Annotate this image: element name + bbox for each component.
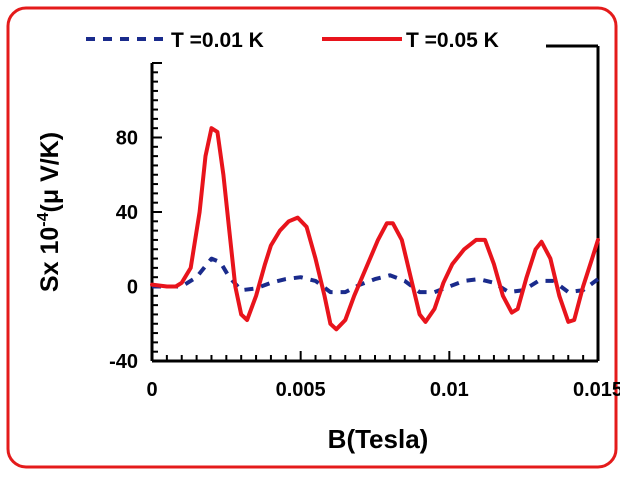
x-tick-label: 0.005 — [276, 379, 326, 401]
y-tick-label: 80 — [116, 128, 138, 150]
x-tick-label: 0.01 — [430, 379, 469, 401]
y-axis-label-unit: (μ V/K) — [36, 132, 64, 213]
x-axis-label: B(Tesla) — [328, 424, 429, 454]
series-line-1 — [150, 126, 600, 332]
series-layer — [150, 126, 600, 332]
chart-border — [6, 6, 618, 469]
y-tick-label: 0 — [127, 277, 138, 299]
legend: T =0.01 K T =0.05 K — [86, 29, 499, 52]
plot-area: -40 0 40 80 0 0.005 0.01 0.015 — [109, 44, 620, 401]
legend-label-0: T =0.01 K — [171, 29, 264, 52]
x-tick-label: 0.015 — [573, 379, 620, 401]
y-axis-label-exponent: -4 — [35, 212, 52, 226]
y-tick-label: 40 — [116, 202, 138, 224]
x-tick-label: 0 — [146, 379, 157, 401]
y-tick-label: -40 — [109, 351, 138, 373]
y-axis-label: Sx 10-4(μ V/K) — [35, 132, 64, 292]
chart-frame: -40 0 40 80 0 0.005 0.01 0.015 T =0.01 K T =0.… — [6, 6, 620, 469]
legend-label-1: T =0.05 K — [406, 29, 499, 52]
y-axis-label-main: Sx 10 — [36, 227, 64, 292]
y-ticks: -40 0 40 80 — [109, 62, 162, 373]
x-ticks: 0 0.005 0.01 0.015 — [146, 351, 620, 401]
